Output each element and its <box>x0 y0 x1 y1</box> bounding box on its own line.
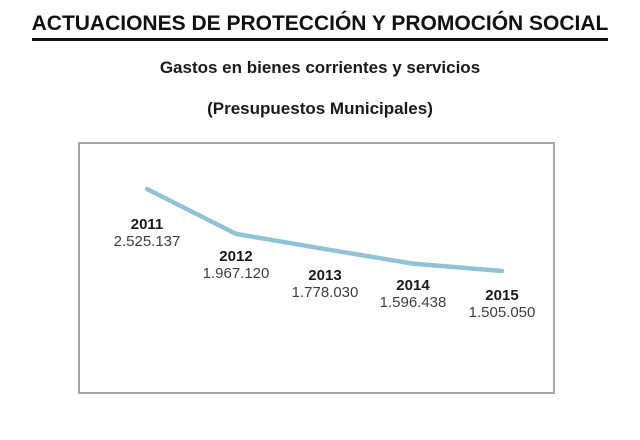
trend-line <box>144 186 505 274</box>
data-label-value: 1.778.030 <box>291 284 359 302</box>
trend-line-canvas <box>144 186 505 274</box>
data-label-year: 2014 <box>396 276 430 294</box>
chart-subtitle-line2: (Presupuestos Municipales) <box>207 99 433 118</box>
chart-subtitle-line1: Gastos en bienes corrientes y servicios <box>159 58 481 77</box>
data-label-year: 2015 <box>485 287 519 304</box>
line-chart: 2011 2.525.137 2012 1.967.120 2013 1.778.030 2… <box>78 142 555 394</box>
data-label-year: 2012 <box>219 247 253 265</box>
page-title-text: ACTUACIONES DE PROTECCIÓN Y PROMOCIÓN SO… <box>31 12 609 41</box>
data-label-value: 1.505.050 <box>468 304 536 321</box>
data-label-2012: 2012 1.967.120 <box>203 248 270 282</box>
data-label-year: 2011 <box>130 216 164 233</box>
page-title: ACTUACIONES DE PROTECCIÓN Y PROMOCIÓN SO… <box>0 12 640 41</box>
data-label-year: 2013 <box>308 267 342 285</box>
data-label-2015: 2015 1.505.050 <box>469 287 536 321</box>
data-label-value: 1.967.120 <box>202 264 270 282</box>
data-label-value: 2.525.137 <box>113 233 181 250</box>
data-label-2011: 2011 2.525.137 <box>114 216 181 250</box>
data-label-2014: 2014 1.596.438 <box>380 277 447 311</box>
data-label-value: 1.596.438 <box>379 293 447 311</box>
data-label-2013: 2013 1.778.030 <box>292 267 359 301</box>
